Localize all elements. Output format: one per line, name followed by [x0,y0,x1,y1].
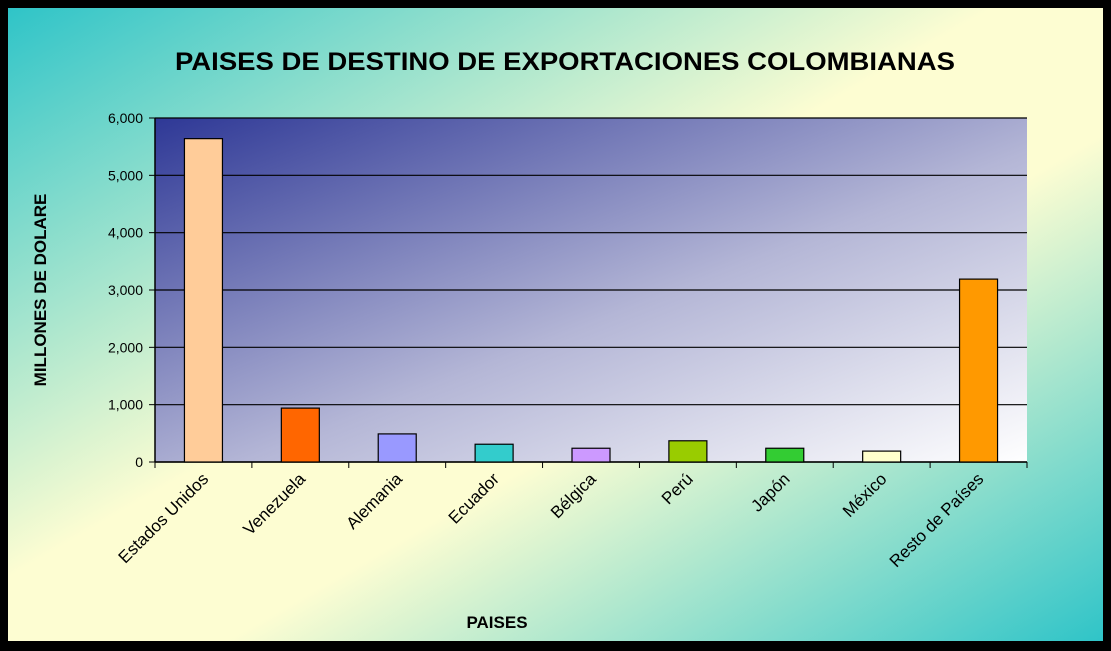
y-axis-title: MILLONES DE DOLARE [31,194,50,387]
bar [280,407,320,463]
y-tick-label: 1,000 [108,397,143,413]
y-tick-label: 0 [135,454,143,470]
bar [474,443,514,463]
y-tick-label: 3,000 [108,282,143,298]
y-tick-label: 4,000 [108,225,143,241]
bar [377,433,417,463]
chart-title: PAISES DE DESTINO DE EXPORTACIONES COLOM… [175,48,955,76]
bar [183,138,224,463]
y-tick-label: 5,000 [108,167,143,183]
y-tick-label: 2,000 [108,339,143,355]
bar [765,447,805,463]
y-tick-label: 6,000 [108,110,143,126]
bar [668,440,708,463]
bar [571,447,611,463]
x-axis-title: PAISES [466,613,527,632]
bar [862,450,902,463]
bar [958,278,999,463]
